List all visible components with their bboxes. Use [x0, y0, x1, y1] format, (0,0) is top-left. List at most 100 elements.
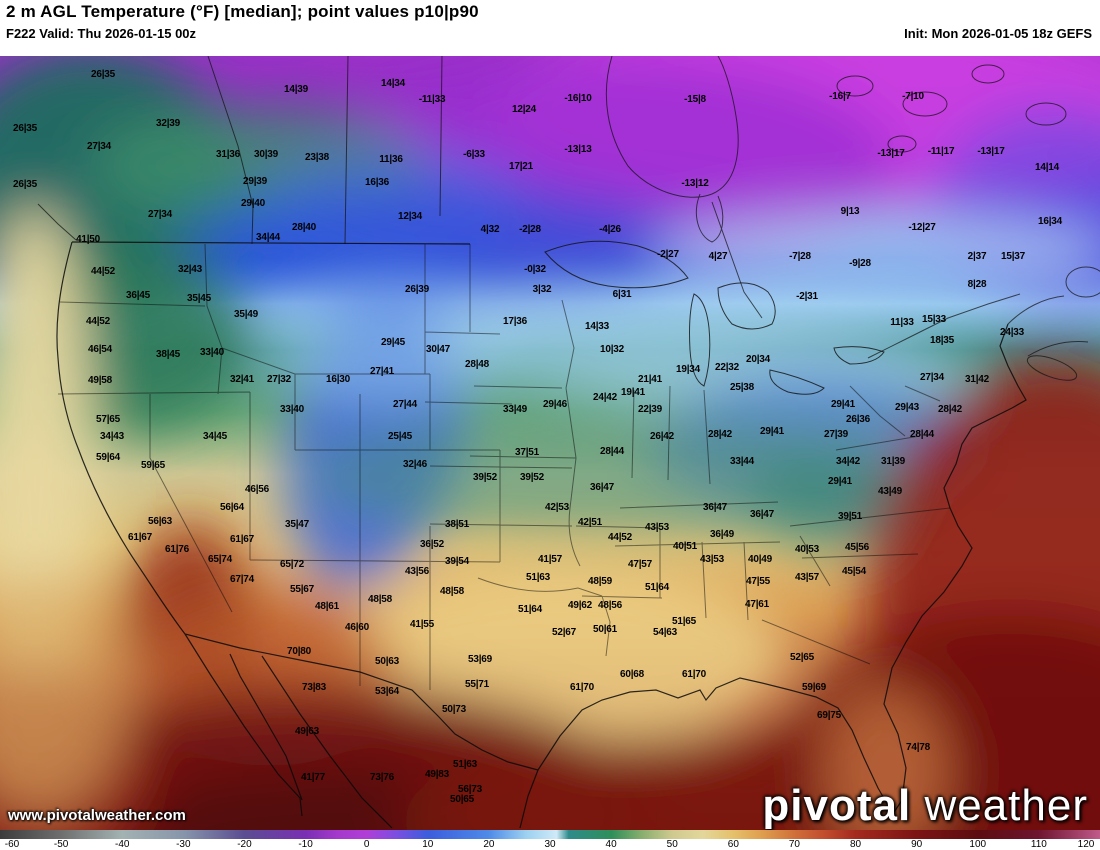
point-value: 4|32 — [480, 224, 500, 235]
point-value: 39|51 — [837, 511, 863, 522]
point-value: 6|31 — [612, 289, 632, 300]
point-value: 39|52 — [472, 472, 498, 483]
point-value: 17|21 — [508, 161, 534, 172]
point-value: 56|73 — [457, 784, 483, 795]
colorbar-tick-label: 0 — [363, 839, 370, 850]
point-value: 50|63 — [374, 656, 400, 667]
map-title: 2 m AGL Temperature (°F) [median]; point… — [6, 2, 479, 21]
point-value: 26|42 — [649, 431, 675, 442]
point-value: 15|37 — [1000, 251, 1026, 262]
point-value: -9|28 — [849, 258, 871, 269]
point-value: -2|28 — [519, 224, 541, 235]
point-value: 44|52 — [607, 532, 633, 543]
point-value: 36|52 — [419, 539, 445, 550]
point-value: 9|13 — [840, 206, 860, 217]
colorbar-tick-label: 50 — [666, 839, 678, 850]
point-value: 42|53 — [544, 502, 570, 513]
map-graphic — [0, 56, 1100, 830]
point-value: 41|50 — [75, 234, 101, 245]
colorbar-tick-label: -30 — [176, 839, 191, 850]
point-value: 40|53 — [794, 544, 820, 555]
point-value: 4|27 — [708, 251, 728, 262]
point-value: 2|37 — [967, 251, 987, 262]
colorbar-tick-label: 70 — [788, 839, 800, 850]
point-value: 14|14 — [1034, 162, 1060, 173]
point-value: 27|34 — [919, 372, 945, 383]
colorbar-tick-label: 80 — [849, 839, 862, 850]
point-value: 61|67 — [127, 532, 153, 543]
point-value: 61|70 — [681, 669, 707, 680]
point-value: 27|39 — [823, 429, 849, 440]
point-value: 32|41 — [229, 374, 255, 385]
point-value: 36|47 — [749, 509, 775, 520]
point-value: 22|39 — [637, 404, 663, 415]
point-value: 51|64 — [517, 604, 543, 615]
colorbar-tick-label: 120 — [1077, 839, 1095, 850]
colorbar-tick-label: 30 — [544, 839, 556, 850]
lakes — [544, 240, 885, 395]
point-value: 41|77 — [300, 772, 326, 783]
point-value: 57|65 — [95, 414, 121, 425]
temperature-map: 26|35 14|39 14|34 -11|33 12|24 -16|10 -15|8 -16… — [0, 56, 1100, 830]
point-value: 59|64 — [95, 452, 121, 463]
point-value: 53|64 — [374, 686, 400, 697]
point-value: 34|44 — [255, 232, 281, 243]
point-value: 33|49 — [502, 404, 528, 415]
point-value: 31|42 — [964, 374, 990, 385]
point-value: 70|80 — [286, 646, 312, 657]
point-value: 27|44 — [392, 399, 418, 410]
point-value: -15|8 — [684, 94, 706, 105]
point-value: 14|33 — [584, 321, 610, 332]
point-value: 26|35 — [90, 69, 116, 80]
point-value: -16|7 — [829, 91, 851, 102]
point-value: 41|57 — [537, 554, 563, 565]
point-value: -16|10 — [564, 93, 592, 104]
colorbar-tick-label: -10 — [298, 839, 313, 850]
point-value: 34|42 — [835, 456, 861, 467]
point-value: -7|10 — [902, 91, 924, 102]
point-value: 56|64 — [219, 502, 245, 513]
point-value: 61|76 — [164, 544, 190, 555]
colorbar-tick-label: 10 — [422, 839, 434, 850]
point-value: 61|67 — [229, 534, 255, 545]
point-value: 36|45 — [125, 290, 151, 301]
point-value: 28|48 — [464, 359, 490, 370]
point-value: 34|45 — [202, 431, 228, 442]
point-value: 3|32 — [532, 284, 552, 295]
point-value: 19|41 — [620, 387, 646, 398]
point-value: 48|58 — [439, 586, 465, 597]
point-value: 14|34 — [380, 78, 406, 89]
point-value: 47|57 — [627, 559, 653, 570]
point-value: -7|28 — [789, 251, 811, 262]
colorbar-tick-label: 60 — [727, 839, 739, 850]
point-value: -2|27 — [657, 249, 679, 260]
point-value: 54|63 — [652, 627, 678, 638]
point-value: 27|41 — [369, 366, 395, 377]
point-value: 61|70 — [569, 682, 595, 693]
point-value: 32|46 — [402, 459, 428, 470]
point-value: 44|52 — [90, 266, 116, 277]
coastline — [56, 241, 1027, 829]
point-value: 50|61 — [592, 624, 618, 635]
colorbar-tick-label: -50 — [53, 839, 69, 850]
point-value: 16|30 — [325, 374, 351, 385]
point-value: -13|12 — [681, 178, 709, 189]
point-value: 43|49 — [877, 486, 903, 497]
point-value: 49|83 — [424, 769, 450, 780]
point-value: 28|42 — [937, 404, 963, 415]
point-value: 38|45 — [155, 349, 181, 360]
point-value: -2|31 — [796, 291, 818, 302]
point-value: 39|54 — [444, 556, 470, 567]
point-value: 51|63 — [452, 759, 478, 770]
point-value: 19|34 — [675, 364, 701, 375]
valid-time-label: F222 Valid: Thu 2026-01-15 00z — [6, 26, 197, 41]
point-value: 50|65 — [449, 794, 475, 805]
point-value: 29|39 — [242, 176, 268, 187]
point-value: 29|41 — [830, 399, 856, 410]
point-value: 45|54 — [841, 566, 867, 577]
point-value: 29|40 — [240, 198, 266, 209]
point-value: 43|56 — [404, 566, 430, 577]
point-value: 47|61 — [744, 599, 770, 610]
point-value: 65|74 — [207, 554, 233, 565]
